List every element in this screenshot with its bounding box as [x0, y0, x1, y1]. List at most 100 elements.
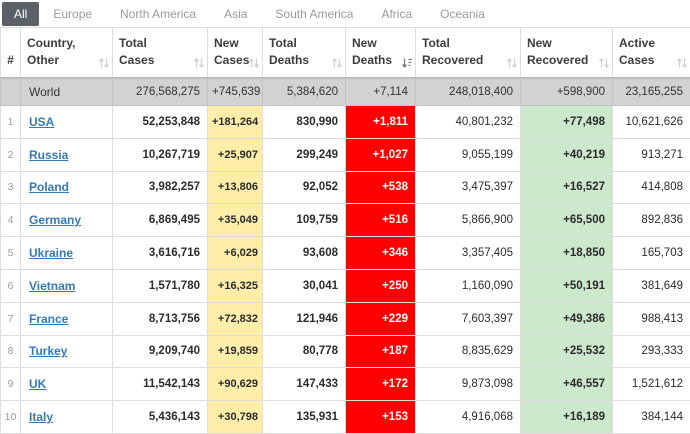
- new_cases-cell: +13,806: [208, 171, 263, 204]
- country-link-vietnam[interactable]: Vietnam: [29, 279, 75, 293]
- country-link-italy[interactable]: Italy: [29, 410, 53, 424]
- tab-south-america[interactable]: South America: [261, 2, 367, 26]
- country-link-germany[interactable]: Germany: [29, 213, 81, 227]
- world-rank-cell: [1, 78, 21, 106]
- new_deaths-cell: +229: [346, 302, 416, 335]
- active_cases-cell: 988,413: [613, 302, 690, 335]
- country-cell: Turkey: [21, 335, 113, 368]
- country-cell: France: [21, 302, 113, 335]
- country-cell: Russia: [21, 138, 113, 171]
- column-header-label: Cases: [119, 52, 193, 69]
- rank-cell: 10: [1, 401, 21, 434]
- world-new_deaths-cell: +7,114: [346, 78, 416, 106]
- new_deaths-cell: +187: [346, 335, 416, 368]
- world-total_cases-cell: 276,568,275: [113, 78, 208, 106]
- new_recovered-cell: +16,189: [521, 401, 613, 434]
- active_cases-cell: 165,703: [613, 237, 690, 270]
- total_recovered-cell: 40,801,232: [416, 106, 521, 139]
- total_cases-cell: 10,267,719: [113, 138, 208, 171]
- rank-cell: 5: [1, 237, 21, 270]
- total_cases-cell: 11,542,143: [113, 368, 208, 401]
- column-header-label: New: [527, 35, 598, 52]
- column-header-label: Active: [619, 35, 676, 52]
- new_cases-cell: +181,264: [208, 106, 263, 139]
- column-header-label: Deaths: [269, 52, 331, 69]
- new_recovered-cell: +65,500: [521, 204, 613, 237]
- total_recovered-cell: 4,916,068: [416, 401, 521, 434]
- country-link-ukraine[interactable]: Ukraine: [29, 246, 73, 260]
- total_cases-cell: 5,436,143: [113, 401, 208, 434]
- new_deaths-cell: +516: [346, 204, 416, 237]
- tab-all[interactable]: All: [2, 2, 39, 26]
- column-header-label: Cases: [619, 52, 676, 69]
- new_deaths-cell: +538: [346, 171, 416, 204]
- new_recovered-cell: +50,191: [521, 269, 613, 302]
- new_deaths-cell: +1,027: [346, 138, 416, 171]
- country-link-usa[interactable]: USA: [29, 115, 54, 129]
- world-new_recovered-cell: +598,900: [521, 78, 613, 106]
- sort-icon: [248, 57, 260, 69]
- total_deaths-cell: 109,759: [263, 204, 346, 237]
- new_deaths-cell: +250: [346, 269, 416, 302]
- active_cases-cell: 892,836: [613, 204, 690, 237]
- column-header-label: Total: [119, 35, 193, 52]
- tab-asia[interactable]: Asia: [210, 2, 261, 26]
- tab-europe[interactable]: Europe: [39, 2, 106, 26]
- country-cell: Italy: [21, 401, 113, 434]
- column-header-label: New: [352, 35, 401, 52]
- rank-cell: 9: [1, 368, 21, 401]
- total_recovered-cell: 7,603,397: [416, 302, 521, 335]
- new_cases-cell: +16,325: [208, 269, 263, 302]
- country-link-russia[interactable]: Russia: [29, 148, 68, 162]
- new_deaths-cell: +153: [346, 401, 416, 434]
- country-cell: Germany: [21, 204, 113, 237]
- total_deaths-cell: 93,608: [263, 237, 346, 270]
- new_cases-cell: +25,907: [208, 138, 263, 171]
- new_cases-cell: +35,049: [208, 204, 263, 237]
- active_cases-cell: 381,649: [613, 269, 690, 302]
- new_cases-cell: +6,029: [208, 237, 263, 270]
- country-link-poland[interactable]: Poland: [29, 180, 69, 194]
- rank-cell: 3: [1, 171, 21, 204]
- rank-cell: 7: [1, 302, 21, 335]
- sort-icon: [676, 57, 688, 69]
- total_recovered-cell: 1,160,090: [416, 269, 521, 302]
- tab-oceania[interactable]: Oceania: [426, 2, 499, 26]
- active_cases-cell: 384,144: [613, 401, 690, 434]
- new_recovered-cell: +77,498: [521, 106, 613, 139]
- country-link-uk[interactable]: UK: [29, 377, 46, 391]
- total_deaths-cell: 30,041: [263, 269, 346, 302]
- total_deaths-cell: 830,990: [263, 106, 346, 139]
- column-header-country[interactable]: Country,Other: [21, 28, 113, 78]
- active_cases-cell: 913,271: [613, 138, 690, 171]
- country-link-france[interactable]: France: [29, 312, 68, 326]
- total_deaths-cell: 80,778: [263, 335, 346, 368]
- new_recovered-cell: +16,527: [521, 171, 613, 204]
- tab-africa[interactable]: Africa: [367, 2, 426, 26]
- new_recovered-cell: +25,532: [521, 335, 613, 368]
- tab-north-america[interactable]: North America: [106, 2, 210, 26]
- sort-icon: [331, 57, 343, 69]
- country-link-turkey[interactable]: Turkey: [29, 344, 67, 358]
- total_deaths-cell: 121,946: [263, 302, 346, 335]
- new_recovered-cell: +18,850: [521, 237, 613, 270]
- total_recovered-cell: 5,866,900: [416, 204, 521, 237]
- column-header-label: Total: [269, 35, 331, 52]
- column-header-label: Recovered: [422, 52, 506, 69]
- country-cell: USA: [21, 106, 113, 139]
